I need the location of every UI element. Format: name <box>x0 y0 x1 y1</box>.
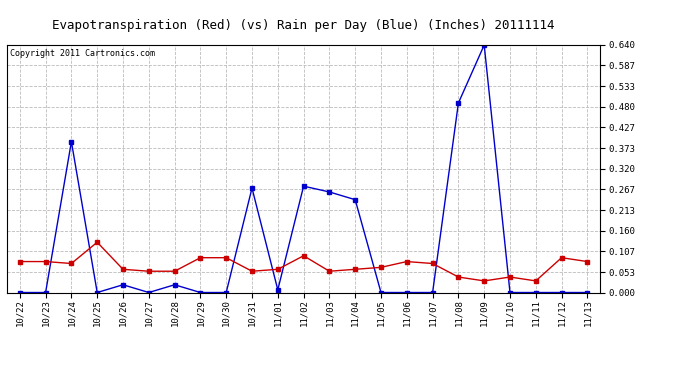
Text: Evapotranspiration (Red) (vs) Rain per Day (Blue) (Inches) 20111114: Evapotranspiration (Red) (vs) Rain per D… <box>52 19 555 32</box>
Text: Copyright 2011 Cartronics.com: Copyright 2011 Cartronics.com <box>10 49 155 58</box>
